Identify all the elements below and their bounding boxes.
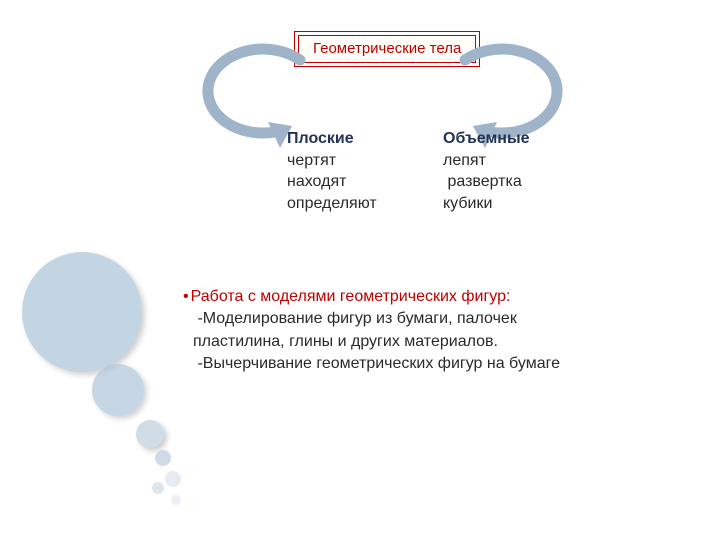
column-volume: Объемные лепят развертка кубики xyxy=(443,128,530,214)
deco-circle xyxy=(152,482,164,494)
deco-circle xyxy=(136,420,164,448)
body-line: пластилина, глины и других материалов. xyxy=(193,331,560,353)
column-heading: Объемные xyxy=(443,128,530,150)
column-item: лепят xyxy=(443,150,530,172)
title-text: Геометрические тела xyxy=(313,40,461,57)
title-box: Геометрические тела xyxy=(298,35,476,63)
column-flat: Плоские чертят находят определяют xyxy=(287,128,377,214)
body-line: -Моделирование фигур из бумаги, палочек xyxy=(193,308,560,330)
column-item: определяют xyxy=(287,193,377,215)
deco-circle xyxy=(155,450,171,466)
deco-circle xyxy=(171,495,181,505)
column-item: развертка xyxy=(443,171,530,193)
deco-circle xyxy=(165,471,181,487)
body-line: -Вычерчивание геометрических фигур на бу… xyxy=(193,353,560,375)
column-item: чертят xyxy=(287,150,377,172)
body-title: Работа с моделями геометрических фигур: xyxy=(183,286,560,308)
column-heading: Плоские xyxy=(287,128,377,150)
column-item: кубики xyxy=(443,193,530,215)
deco-circle xyxy=(22,252,142,372)
deco-circle xyxy=(92,364,144,416)
slide-stage: Геометрические тела Плоские чертят наход… xyxy=(0,0,720,540)
column-item: находят xyxy=(287,171,377,193)
body-text: Работа с моделями геометрических фигур: … xyxy=(183,286,560,376)
